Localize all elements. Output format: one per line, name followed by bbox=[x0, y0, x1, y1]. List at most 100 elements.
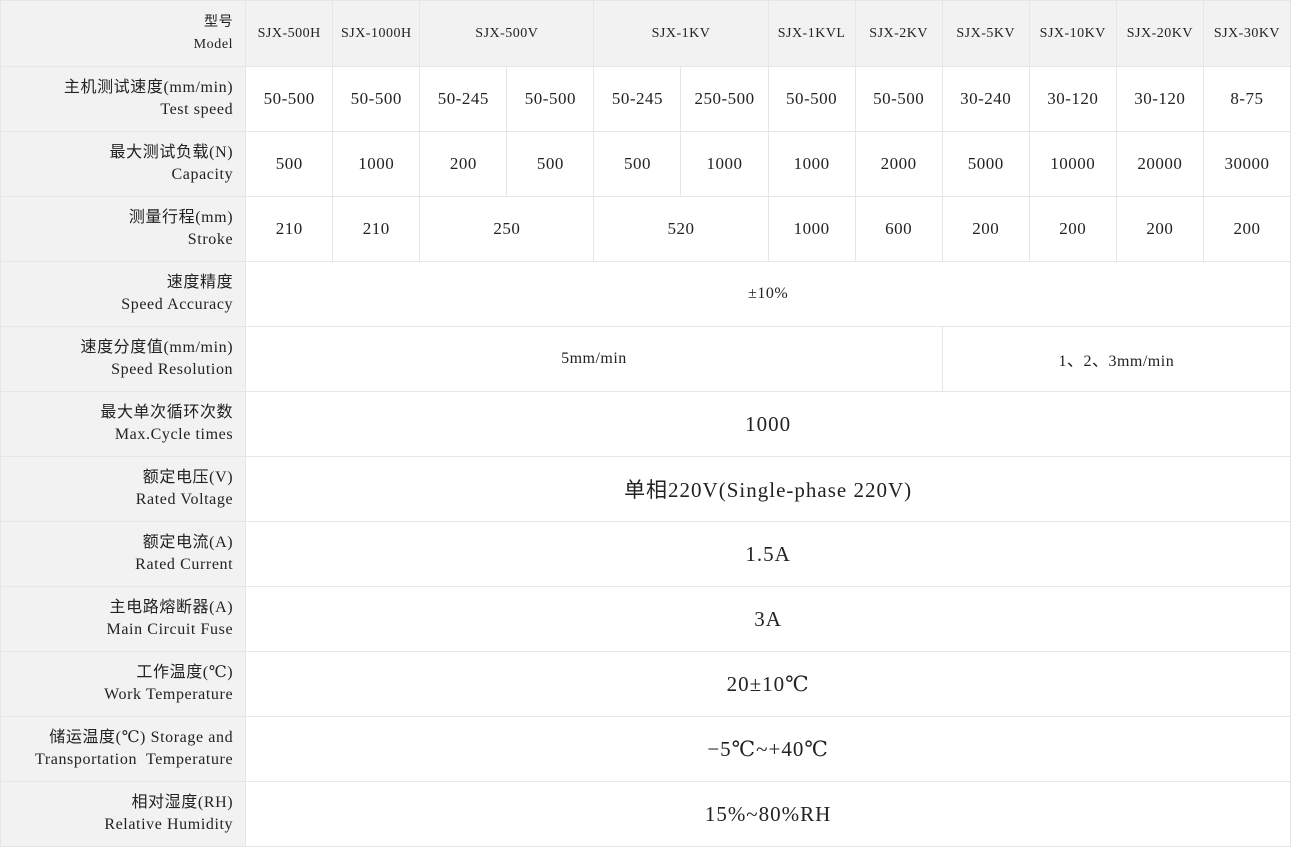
label-en: Rated Current bbox=[135, 556, 234, 573]
value-cell: 20000 bbox=[1115, 131, 1204, 197]
label-zh: 速度精度 bbox=[166, 274, 234, 291]
row-label: 速度精度 Speed Accuracy bbox=[0, 261, 247, 327]
label-en: Test speed bbox=[160, 101, 234, 118]
row-label: 最大单次循环次数 Max.Cycle times bbox=[0, 391, 247, 457]
value-cell: 210 bbox=[245, 196, 334, 262]
spec-row: 工作温度(℃) Work Temperature 20±10℃ bbox=[0, 651, 1291, 717]
value-cell: 30000 bbox=[1202, 131, 1291, 197]
model-header-cell: SJX-20KV bbox=[1115, 0, 1204, 67]
spec-row: 速度分度值(mm/min) Speed Resolution 5mm/min 1、2、… bbox=[0, 326, 1291, 392]
value-cell: 单相220V(Single-phase 220V) bbox=[245, 456, 1291, 522]
spec-row: 额定电流(A) Rated Current 1.5A bbox=[0, 521, 1291, 587]
value-cell: 3A bbox=[245, 586, 1291, 652]
value-cell: 10000 bbox=[1028, 131, 1117, 197]
model-header-cell: SJX-10KV bbox=[1028, 0, 1117, 67]
model-header-cell: SJX-500H bbox=[245, 0, 334, 67]
value-cell: 50-500 bbox=[332, 66, 421, 132]
model-header-cell: SJX-1000H bbox=[332, 0, 421, 67]
label-zh: 最大单次循环次数 bbox=[100, 404, 234, 421]
row-label: 额定电压(V) Rated Voltage bbox=[0, 456, 247, 522]
value-cell: 250-500 bbox=[680, 66, 769, 132]
label-en: Speed Resolution bbox=[111, 361, 234, 378]
label-en: Speed Accuracy bbox=[121, 296, 234, 313]
label-zh: 型号 bbox=[203, 14, 234, 30]
value-cell: 30-120 bbox=[1028, 66, 1117, 132]
value-cell: 2000 bbox=[854, 131, 943, 197]
value-cell: 520 bbox=[593, 196, 769, 262]
value-cell: 200 bbox=[1202, 196, 1291, 262]
label-en: Capacity bbox=[171, 166, 234, 183]
value-cell: −5℃~+40℃ bbox=[245, 716, 1291, 782]
label-en: Max.Cycle times bbox=[114, 426, 234, 443]
label-zh: 最大测试负载(N) bbox=[109, 144, 234, 161]
model-header-cell: SJX-1KV bbox=[593, 0, 769, 67]
label-zh: 储运温度(℃) Storage and bbox=[49, 729, 234, 746]
row-label: 型号 Model bbox=[0, 0, 247, 67]
model-header-cell: SJX-2KV bbox=[854, 0, 943, 67]
spec-row: 测量行程(mm) Stroke 210 210 250 520 1000 600 200 200 2… bbox=[0, 196, 1291, 262]
model-header-cell: SJX-30KV bbox=[1202, 0, 1291, 67]
label-zh: 工作温度(℃) bbox=[136, 664, 234, 681]
value-cell: 50-245 bbox=[419, 66, 508, 132]
row-label: 相对湿度(RH) Relative Humidity bbox=[0, 781, 247, 847]
spec-row: 额定电压(V) Rated Voltage 单相220V(Single-phase … bbox=[0, 456, 1291, 522]
value-cell: 50-500 bbox=[854, 66, 943, 132]
row-label: 测量行程(mm) Stroke bbox=[0, 196, 247, 262]
value-cell: 200 bbox=[1115, 196, 1204, 262]
row-label: 最大测试负载(N) Capacity bbox=[0, 131, 247, 197]
spec-row: 最大单次循环次数 Max.Cycle times 1000 bbox=[0, 391, 1291, 457]
value-cell: 20±10℃ bbox=[245, 651, 1291, 717]
row-label: 储运温度(℃) Storage and Transportation Temper… bbox=[0, 716, 247, 782]
label-en: Transportation Temperature bbox=[35, 751, 234, 768]
spec-row: 主电路熔断器(A) Main Circuit Fuse 3A bbox=[0, 586, 1291, 652]
value-cell: 200 bbox=[941, 196, 1030, 262]
value-cell: ±10% bbox=[245, 261, 1291, 327]
value-cell: 1000 bbox=[245, 391, 1291, 457]
label-zh: 额定电流(A) bbox=[142, 534, 234, 551]
row-label: 主机测试速度(mm/min) Test speed bbox=[0, 66, 247, 132]
label-zh: 速度分度值(mm/min) bbox=[80, 339, 234, 356]
label-en: Model bbox=[193, 36, 234, 52]
label-en: Stroke bbox=[187, 231, 234, 248]
label-zh: 额定电压(V) bbox=[142, 469, 234, 486]
value-cell: 50-500 bbox=[506, 66, 595, 132]
value-cell: 200 bbox=[1028, 196, 1117, 262]
spec-row: 相对湿度(RH) Relative Humidity 15%~80%RH bbox=[0, 781, 1291, 847]
value-cell: 15%~80%RH bbox=[245, 781, 1291, 847]
value-cell: 1000 bbox=[680, 131, 769, 197]
label-en: Rated Voltage bbox=[135, 491, 234, 508]
label-zh: 相对湿度(RH) bbox=[131, 794, 234, 811]
spec-row: 速度精度 Speed Accuracy ±10% bbox=[0, 261, 1291, 327]
label-zh: 主机测试速度(mm/min) bbox=[63, 79, 234, 96]
value-cell: 50-245 bbox=[593, 66, 682, 132]
label-zh: 主电路熔断器(A) bbox=[109, 599, 234, 616]
label-en: Main Circuit Fuse bbox=[106, 621, 234, 638]
value-cell: 210 bbox=[332, 196, 421, 262]
row-label: 工作温度(℃) Work Temperature bbox=[0, 651, 247, 717]
value-cell: 1.5A bbox=[245, 521, 1291, 587]
label-zh: 测量行程(mm) bbox=[128, 209, 234, 226]
value-cell: 1、2、3mm/min bbox=[941, 326, 1291, 392]
value-cell: 1000 bbox=[767, 131, 856, 197]
row-label: 速度分度值(mm/min) Speed Resolution bbox=[0, 326, 247, 392]
label-en: Relative Humidity bbox=[104, 816, 234, 833]
value-cell: 1000 bbox=[332, 131, 421, 197]
model-header-cell: SJX-5KV bbox=[941, 0, 1030, 67]
value-cell: 50-500 bbox=[245, 66, 334, 132]
value-cell: 50-500 bbox=[767, 66, 856, 132]
value-cell: 5000 bbox=[941, 131, 1030, 197]
spec-row: 最大测试负载(N) Capacity 500 1000 200 500 500 1000 100… bbox=[0, 131, 1291, 197]
spec-row: 主机测试速度(mm/min) Test speed 50-500 50-500 50-2… bbox=[0, 66, 1291, 132]
value-cell: 30-240 bbox=[941, 66, 1030, 132]
value-cell: 5mm/min bbox=[245, 326, 943, 392]
value-cell: 250 bbox=[419, 196, 595, 262]
value-cell: 1000 bbox=[767, 196, 856, 262]
model-header-cell: SJX-500V bbox=[419, 0, 595, 67]
value-cell: 30-120 bbox=[1115, 66, 1204, 132]
value-cell: 500 bbox=[506, 131, 595, 197]
model-header-cell: SJX-1KVL bbox=[767, 0, 856, 67]
spec-row: 储运温度(℃) Storage and Transportation Temper… bbox=[0, 716, 1291, 782]
value-cell: 500 bbox=[245, 131, 334, 197]
value-cell: 8-75 bbox=[1202, 66, 1291, 132]
